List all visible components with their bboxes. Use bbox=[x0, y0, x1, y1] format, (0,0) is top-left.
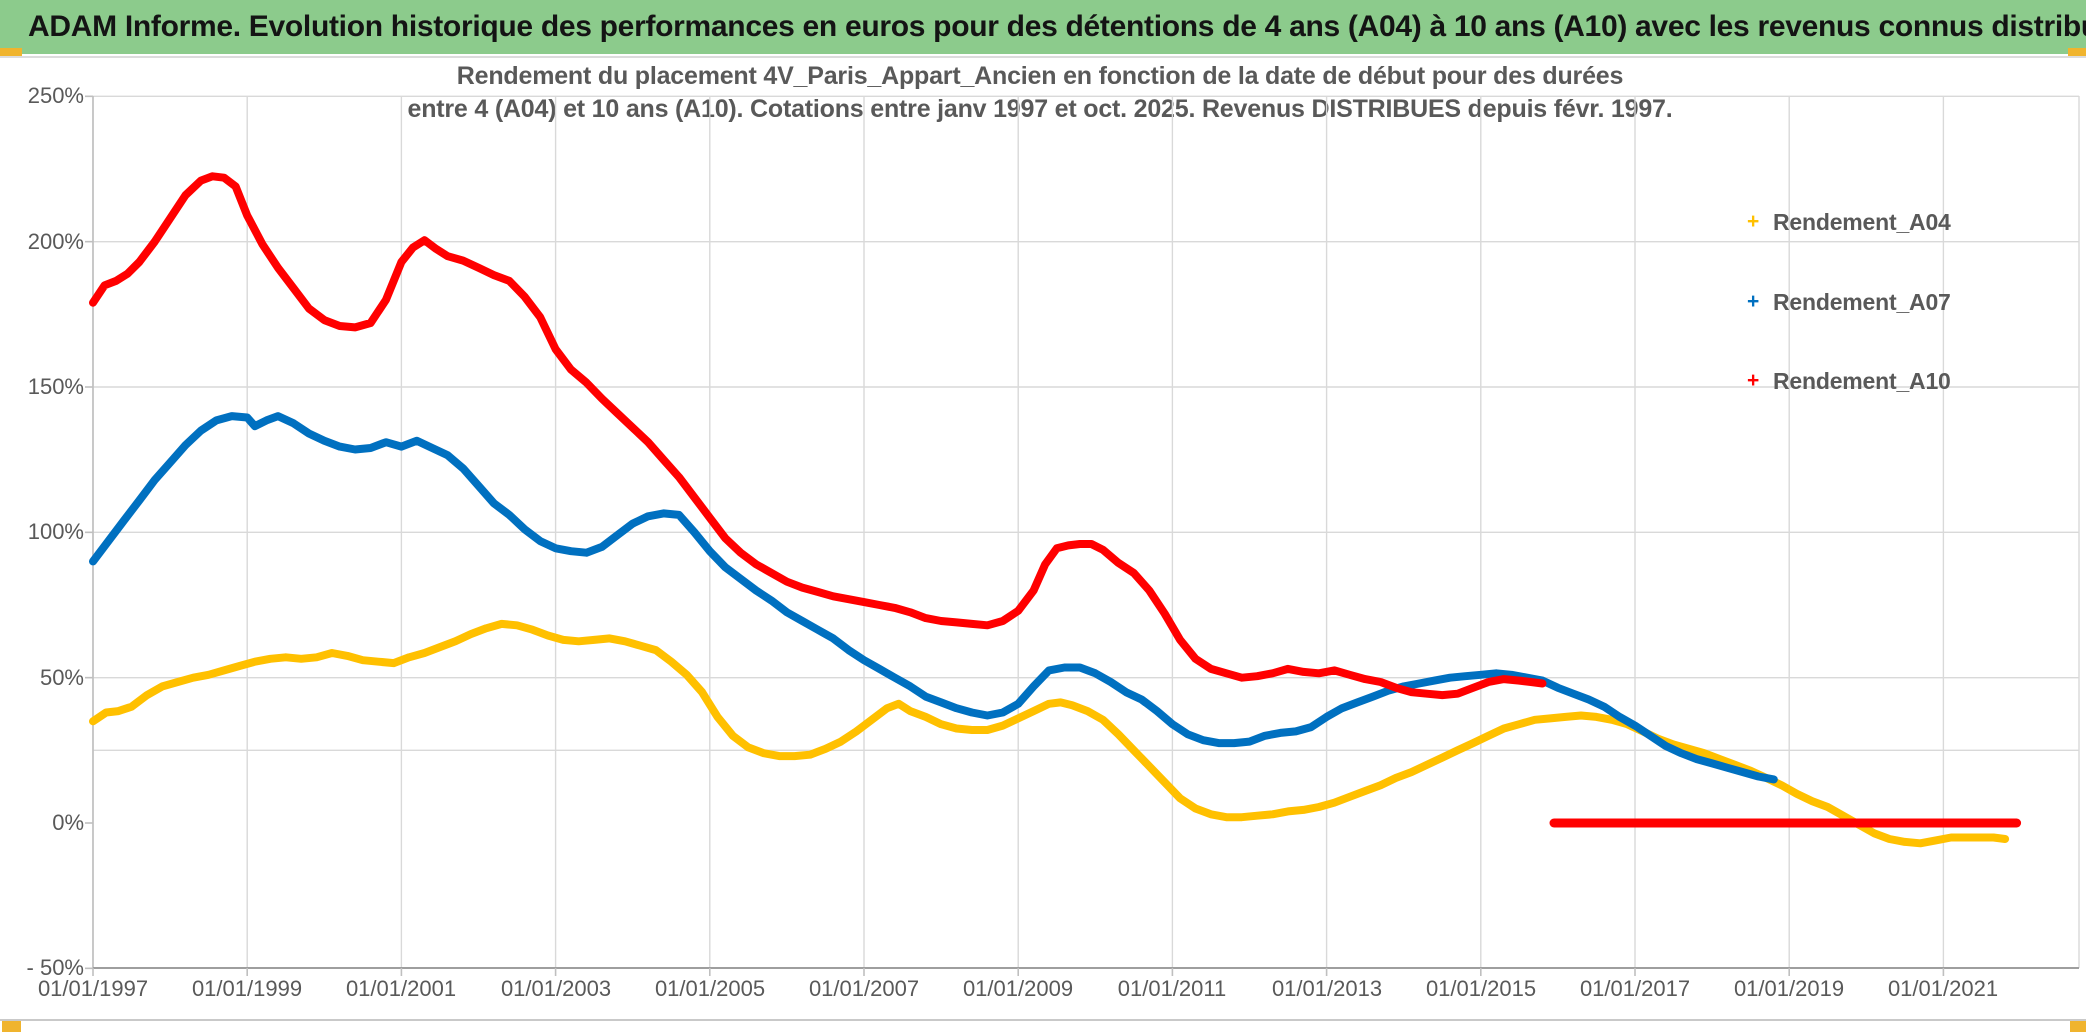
x-tick-label: 01/01/2001 bbox=[345, 976, 457, 1001]
x-tick-label: 01/01/2005 bbox=[654, 976, 766, 1001]
chart-title: Rendement du placement 4V_Paris_Appart_A… bbox=[160, 60, 1920, 126]
plus-marker-icon: + bbox=[1747, 210, 1760, 233]
x-tick-label: 01/01/1997 bbox=[37, 976, 149, 1001]
legend-label: Rendement_A04 bbox=[1773, 208, 1951, 235]
chart-title-line1: Rendement du placement 4V_Paris_Appart_A… bbox=[456, 62, 1624, 90]
y-tick-label: 50% bbox=[39, 665, 84, 690]
x-tick-label: 01/01/2015 bbox=[1425, 976, 1537, 1001]
plus-marker-icon: + bbox=[1747, 290, 1760, 313]
x-tick-label: 01/01/2021 bbox=[1887, 976, 1999, 1001]
x-tick-label: 01/01/2011 bbox=[1117, 976, 1227, 1001]
bottom-corner-accent-right bbox=[2070, 1021, 2086, 1032]
y-tick-label: 150% bbox=[27, 374, 84, 399]
x-tick-label: 01/01/2019 bbox=[1733, 976, 1845, 1001]
bottom-corner-accent-left bbox=[2, 1021, 21, 1032]
series-Rendement_A07 bbox=[89, 412, 1778, 784]
plus-marker-icon: + bbox=[1747, 369, 1760, 392]
legend-label: Rendement_A10 bbox=[1773, 367, 1951, 394]
x-tick-label: 01/01/2009 bbox=[962, 976, 1074, 1001]
legend-item-a10[interactable]: + Rendement_A10 bbox=[1747, 364, 1951, 398]
x-tick-label: 01/01/2003 bbox=[500, 976, 612, 1001]
header-corner-accent-right bbox=[2068, 48, 2086, 56]
y-tick-label: 200% bbox=[27, 229, 84, 254]
x-tick-label: 01/01/2017 bbox=[1579, 976, 1691, 1001]
y-tick-label: - 50% bbox=[26, 955, 84, 980]
x-tick-label: 01/01/2013 bbox=[1271, 976, 1383, 1001]
legend-item-a07[interactable]: + Rendement_A07 bbox=[1747, 285, 1951, 319]
bottom-divider-line bbox=[0, 1019, 2086, 1021]
legend-item-a04[interactable]: + Rendement_A04 bbox=[1747, 205, 1951, 239]
header-divider-line bbox=[0, 56, 2086, 58]
x-tick-label: 01/01/1999 bbox=[191, 976, 303, 1001]
y-tick-label: 100% bbox=[27, 519, 84, 544]
x-tick-label: 01/01/2007 bbox=[808, 976, 920, 1001]
y-tick-label: 250% bbox=[27, 83, 84, 108]
series-Rendement_A10 bbox=[89, 172, 1547, 700]
header-title: ADAM Informe. Evolution historique des p… bbox=[28, 10, 2086, 43]
series-Rendement_A04 bbox=[89, 619, 2010, 848]
legend-label: Rendement_A07 bbox=[1773, 288, 1951, 315]
header-corner-accent-left bbox=[0, 48, 22, 56]
header-banner: ADAM Informe. Evolution historique des p… bbox=[0, 0, 2086, 54]
y-tick-label: 0% bbox=[52, 810, 84, 835]
chart-title-line2: entre 4 (A04) et 10 ans (A10). Cotations… bbox=[407, 95, 1673, 123]
